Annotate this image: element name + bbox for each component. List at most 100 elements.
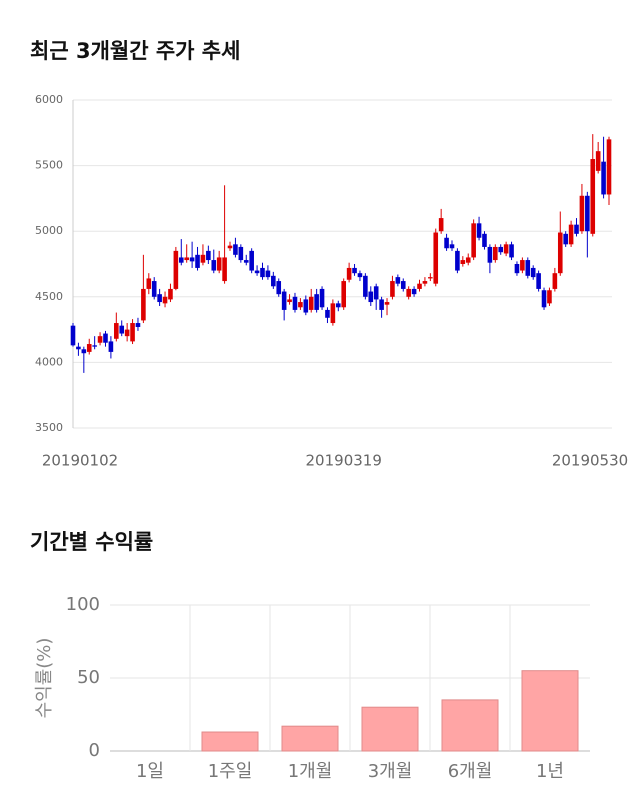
candle-body	[368, 291, 374, 303]
candle-body	[108, 341, 114, 352]
x-tick-label: 6개월	[448, 761, 493, 782]
candle-body	[428, 277, 433, 279]
candle-body	[227, 245, 233, 249]
candle-body	[444, 237, 449, 249]
candle-body	[557, 232, 563, 274]
candle-body	[146, 278, 152, 289]
candle-body	[260, 267, 265, 278]
candle-body	[308, 296, 314, 310]
x-tick-label: 3개월	[368, 761, 413, 782]
candle-body	[395, 277, 401, 284]
candle-body	[541, 290, 547, 308]
candle-body	[200, 254, 206, 263]
candle-body	[568, 224, 574, 245]
candle-body	[135, 323, 141, 327]
candle-body	[563, 233, 568, 245]
candle-body	[552, 273, 558, 289]
y-tick-label: 3500	[35, 421, 63, 434]
x-tick-label: 1일	[136, 761, 164, 782]
candle-body	[384, 302, 390, 305]
candle-body	[341, 281, 347, 308]
candle-body	[319, 288, 325, 308]
candle-body	[281, 291, 287, 310]
candle-body	[357, 273, 363, 278]
candle-body	[498, 246, 504, 253]
candle-body	[325, 309, 330, 318]
candle-body	[476, 223, 482, 238]
candle-body	[465, 257, 471, 263]
candle-body	[92, 345, 97, 347]
candle-body	[406, 288, 411, 297]
candle-body	[595, 151, 601, 171]
bar	[441, 699, 499, 752]
candle-body	[249, 250, 254, 271]
y-tick-label: 6000	[35, 93, 63, 106]
candle-body	[81, 349, 87, 354]
y-tick-label: 5000	[35, 224, 63, 237]
candle-body	[330, 303, 336, 324]
x-tick-label: 1년	[536, 761, 564, 782]
candle-body	[579, 195, 585, 232]
x-tick-label: 20190530	[552, 452, 628, 470]
candle-body	[449, 244, 455, 249]
candle-body	[352, 267, 357, 274]
candle-body	[222, 257, 227, 282]
candle-body	[585, 195, 590, 232]
x-tick-label: 20190102	[42, 452, 118, 470]
candle-body	[525, 260, 531, 276]
y-axis-label: 수익률(%)	[34, 638, 55, 719]
candle-body	[433, 232, 439, 284]
candle-body	[601, 161, 606, 195]
candle-body	[178, 257, 184, 263]
candle-body	[298, 302, 303, 308]
candle-body	[590, 159, 596, 234]
candle-body	[86, 344, 92, 352]
candle-body	[482, 233, 487, 247]
candle-body	[422, 281, 428, 284]
candle-body	[265, 270, 271, 278]
candle-body	[238, 246, 244, 261]
candle-body	[460, 260, 466, 264]
candle-body	[103, 333, 108, 343]
x-tick-label: 20190319	[306, 452, 382, 470]
x-tick-label: 1개월	[288, 761, 333, 782]
candle-body	[124, 329, 130, 337]
candle-body	[233, 244, 238, 255]
candle-body	[254, 270, 260, 274]
candle-body	[363, 275, 368, 297]
candle-body	[530, 267, 536, 278]
candle-body	[547, 290, 552, 304]
candle-body	[390, 281, 395, 297]
chart-title: 최근 3개월간 주가 추세	[30, 39, 240, 63]
candle-body	[276, 281, 282, 295]
candle-body	[157, 294, 162, 303]
y-tick-label: 5500	[35, 159, 63, 172]
candle-body	[141, 288, 146, 321]
y-tick-label: 100	[66, 594, 100, 615]
candle-body	[287, 299, 292, 303]
candle-body	[303, 299, 309, 313]
candle-body	[503, 244, 509, 254]
candle-body	[211, 260, 217, 271]
bar	[281, 725, 339, 752]
y-tick-label: 4500	[35, 290, 63, 303]
candle-body	[335, 303, 341, 308]
candle-body	[271, 275, 276, 287]
candle-body	[162, 296, 168, 304]
candle-body	[243, 260, 249, 263]
bar	[201, 731, 259, 752]
candle-body	[314, 294, 319, 310]
x-tick-label: 1주일	[208, 761, 253, 782]
y-tick-label: 4000	[35, 355, 63, 368]
candle-body	[130, 323, 135, 342]
candle-body	[189, 257, 195, 262]
candle-body	[487, 246, 493, 263]
candle-body	[379, 299, 384, 310]
candle-body	[493, 246, 498, 261]
candle-body	[346, 267, 352, 280]
candle-body	[400, 281, 406, 289]
candle-body	[520, 260, 525, 271]
candle-body	[411, 288, 417, 295]
candle-body	[417, 283, 422, 289]
